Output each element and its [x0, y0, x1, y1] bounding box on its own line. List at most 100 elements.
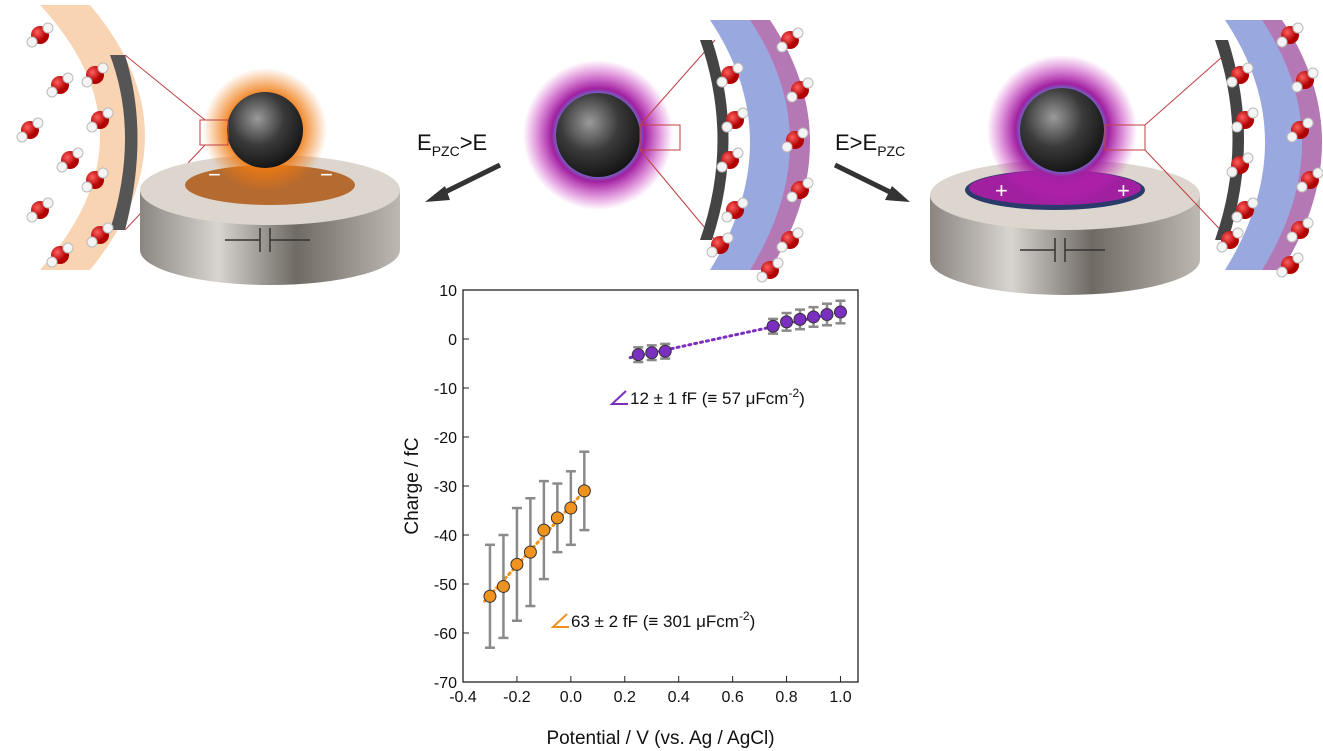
data-point [538, 524, 550, 536]
hydrogen [1293, 253, 1303, 263]
hydrogen [1303, 118, 1313, 128]
hydrogen [717, 162, 727, 172]
hydrogen [27, 37, 37, 47]
hydrogen [738, 108, 748, 118]
hydrogen [1308, 68, 1318, 78]
y-axis-label: Charge / fC [402, 437, 423, 534]
right-illustration: ++ [930, 20, 1322, 295]
hydrogen [103, 108, 113, 118]
y-tick-label: 10 [439, 283, 457, 300]
hydrogen [98, 63, 108, 73]
svg-text:+: + [995, 178, 1008, 203]
data-point [632, 349, 644, 361]
data-point [767, 320, 779, 332]
x-tick-label: 0.2 [614, 689, 636, 706]
data-point [484, 590, 496, 602]
data-point [834, 306, 846, 318]
hydrogen [787, 192, 797, 202]
hydrogen [1248, 108, 1258, 118]
hydrogen [73, 148, 83, 158]
y-tick-label: -40 [434, 528, 457, 545]
x-tick-label: 0.6 [721, 689, 743, 706]
hydrogen [47, 87, 57, 97]
hydrogen [43, 23, 53, 33]
hydrogen [82, 77, 92, 87]
data-point [659, 345, 671, 357]
hydrogen [1243, 153, 1253, 163]
y-tick-label: -60 [434, 626, 457, 643]
data-point [511, 558, 523, 570]
hydrogen [47, 257, 57, 267]
hydrogen [1293, 23, 1303, 33]
annotation-sup: -2 [739, 609, 750, 623]
data-point [565, 502, 577, 514]
hydrogen [1232, 212, 1242, 222]
data-point [497, 580, 509, 592]
hydrogen [43, 198, 53, 208]
annotation-text: 12 ± 1 fF (≡ 57 μFcm [630, 389, 788, 408]
data-point [781, 316, 793, 328]
hydrogen [723, 233, 733, 243]
hydrogen [1233, 228, 1243, 238]
hydrogen [722, 122, 732, 132]
data-point [578, 485, 590, 497]
annotation: 63 ± 2 fF (≡ 301 μFcm-2) [571, 609, 755, 631]
y-tick-label: -10 [434, 381, 457, 398]
hydrogen [1227, 167, 1237, 177]
hydrogen [1313, 168, 1323, 178]
annotation-tail: ) [799, 389, 805, 408]
x-tick-label: 0.4 [668, 689, 690, 706]
hydrogen [57, 162, 67, 172]
hydrogen [717, 77, 727, 87]
svg-text:−: − [320, 162, 333, 187]
hydrogen [798, 128, 808, 138]
angle-symbol [612, 391, 628, 404]
hydrogen [63, 73, 73, 83]
hydrogen [17, 132, 27, 142]
hydrogen [757, 272, 767, 282]
hydrogen [103, 223, 113, 233]
hydrogen [27, 212, 37, 222]
data-point [821, 309, 833, 321]
x-tick-label: 0.8 [775, 689, 797, 706]
hydrogen [803, 78, 813, 88]
data-point [808, 311, 820, 323]
hydrogen [1232, 122, 1242, 132]
hydrogen [82, 182, 92, 192]
y-tick-label: 0 [448, 332, 457, 349]
y-tick-label: -30 [434, 479, 457, 496]
hydrogen [738, 198, 748, 208]
y-tick-label: -20 [434, 430, 457, 447]
hydrogen [63, 243, 73, 253]
hydrogen [1227, 77, 1237, 87]
hydrogen [1292, 82, 1302, 92]
hydrogen [722, 212, 732, 222]
hydrogen [1297, 182, 1307, 192]
svg-text:+: + [1117, 178, 1130, 203]
hydrogen [1217, 242, 1227, 252]
data-point [646, 347, 658, 359]
hydrogen [33, 118, 43, 128]
hydrogen [1303, 218, 1313, 228]
y-tick-label: -70 [434, 675, 457, 692]
annotation-text: 63 ± 2 fF (≡ 301 μFcm [571, 612, 739, 631]
hydrogen [803, 178, 813, 188]
hydrogen [773, 258, 783, 268]
hydrogen [777, 242, 787, 252]
hydrogen [1287, 232, 1297, 242]
annotation-tail: ) [750, 612, 756, 631]
annotation: 12 ± 1 fF (≡ 57 μFcm-2) [630, 386, 805, 408]
angle-symbol [553, 614, 569, 627]
plot: -0.4-0.20.00.20.40.60.81.0100-10-20-30-4… [402, 283, 858, 749]
condition-label: EPZC>E [417, 130, 487, 159]
hydrogen [793, 228, 803, 238]
hydrogen [793, 28, 803, 38]
x-axis-label: Potential / V (vs. Ag / AgCl) [546, 728, 774, 749]
hydrogen [98, 168, 108, 178]
hydrogen [87, 122, 97, 132]
x-tick-label: 1.0 [829, 689, 851, 706]
hydrogen [1287, 132, 1297, 142]
data-point [524, 546, 536, 558]
data-point [551, 512, 563, 524]
data-point [794, 313, 806, 325]
